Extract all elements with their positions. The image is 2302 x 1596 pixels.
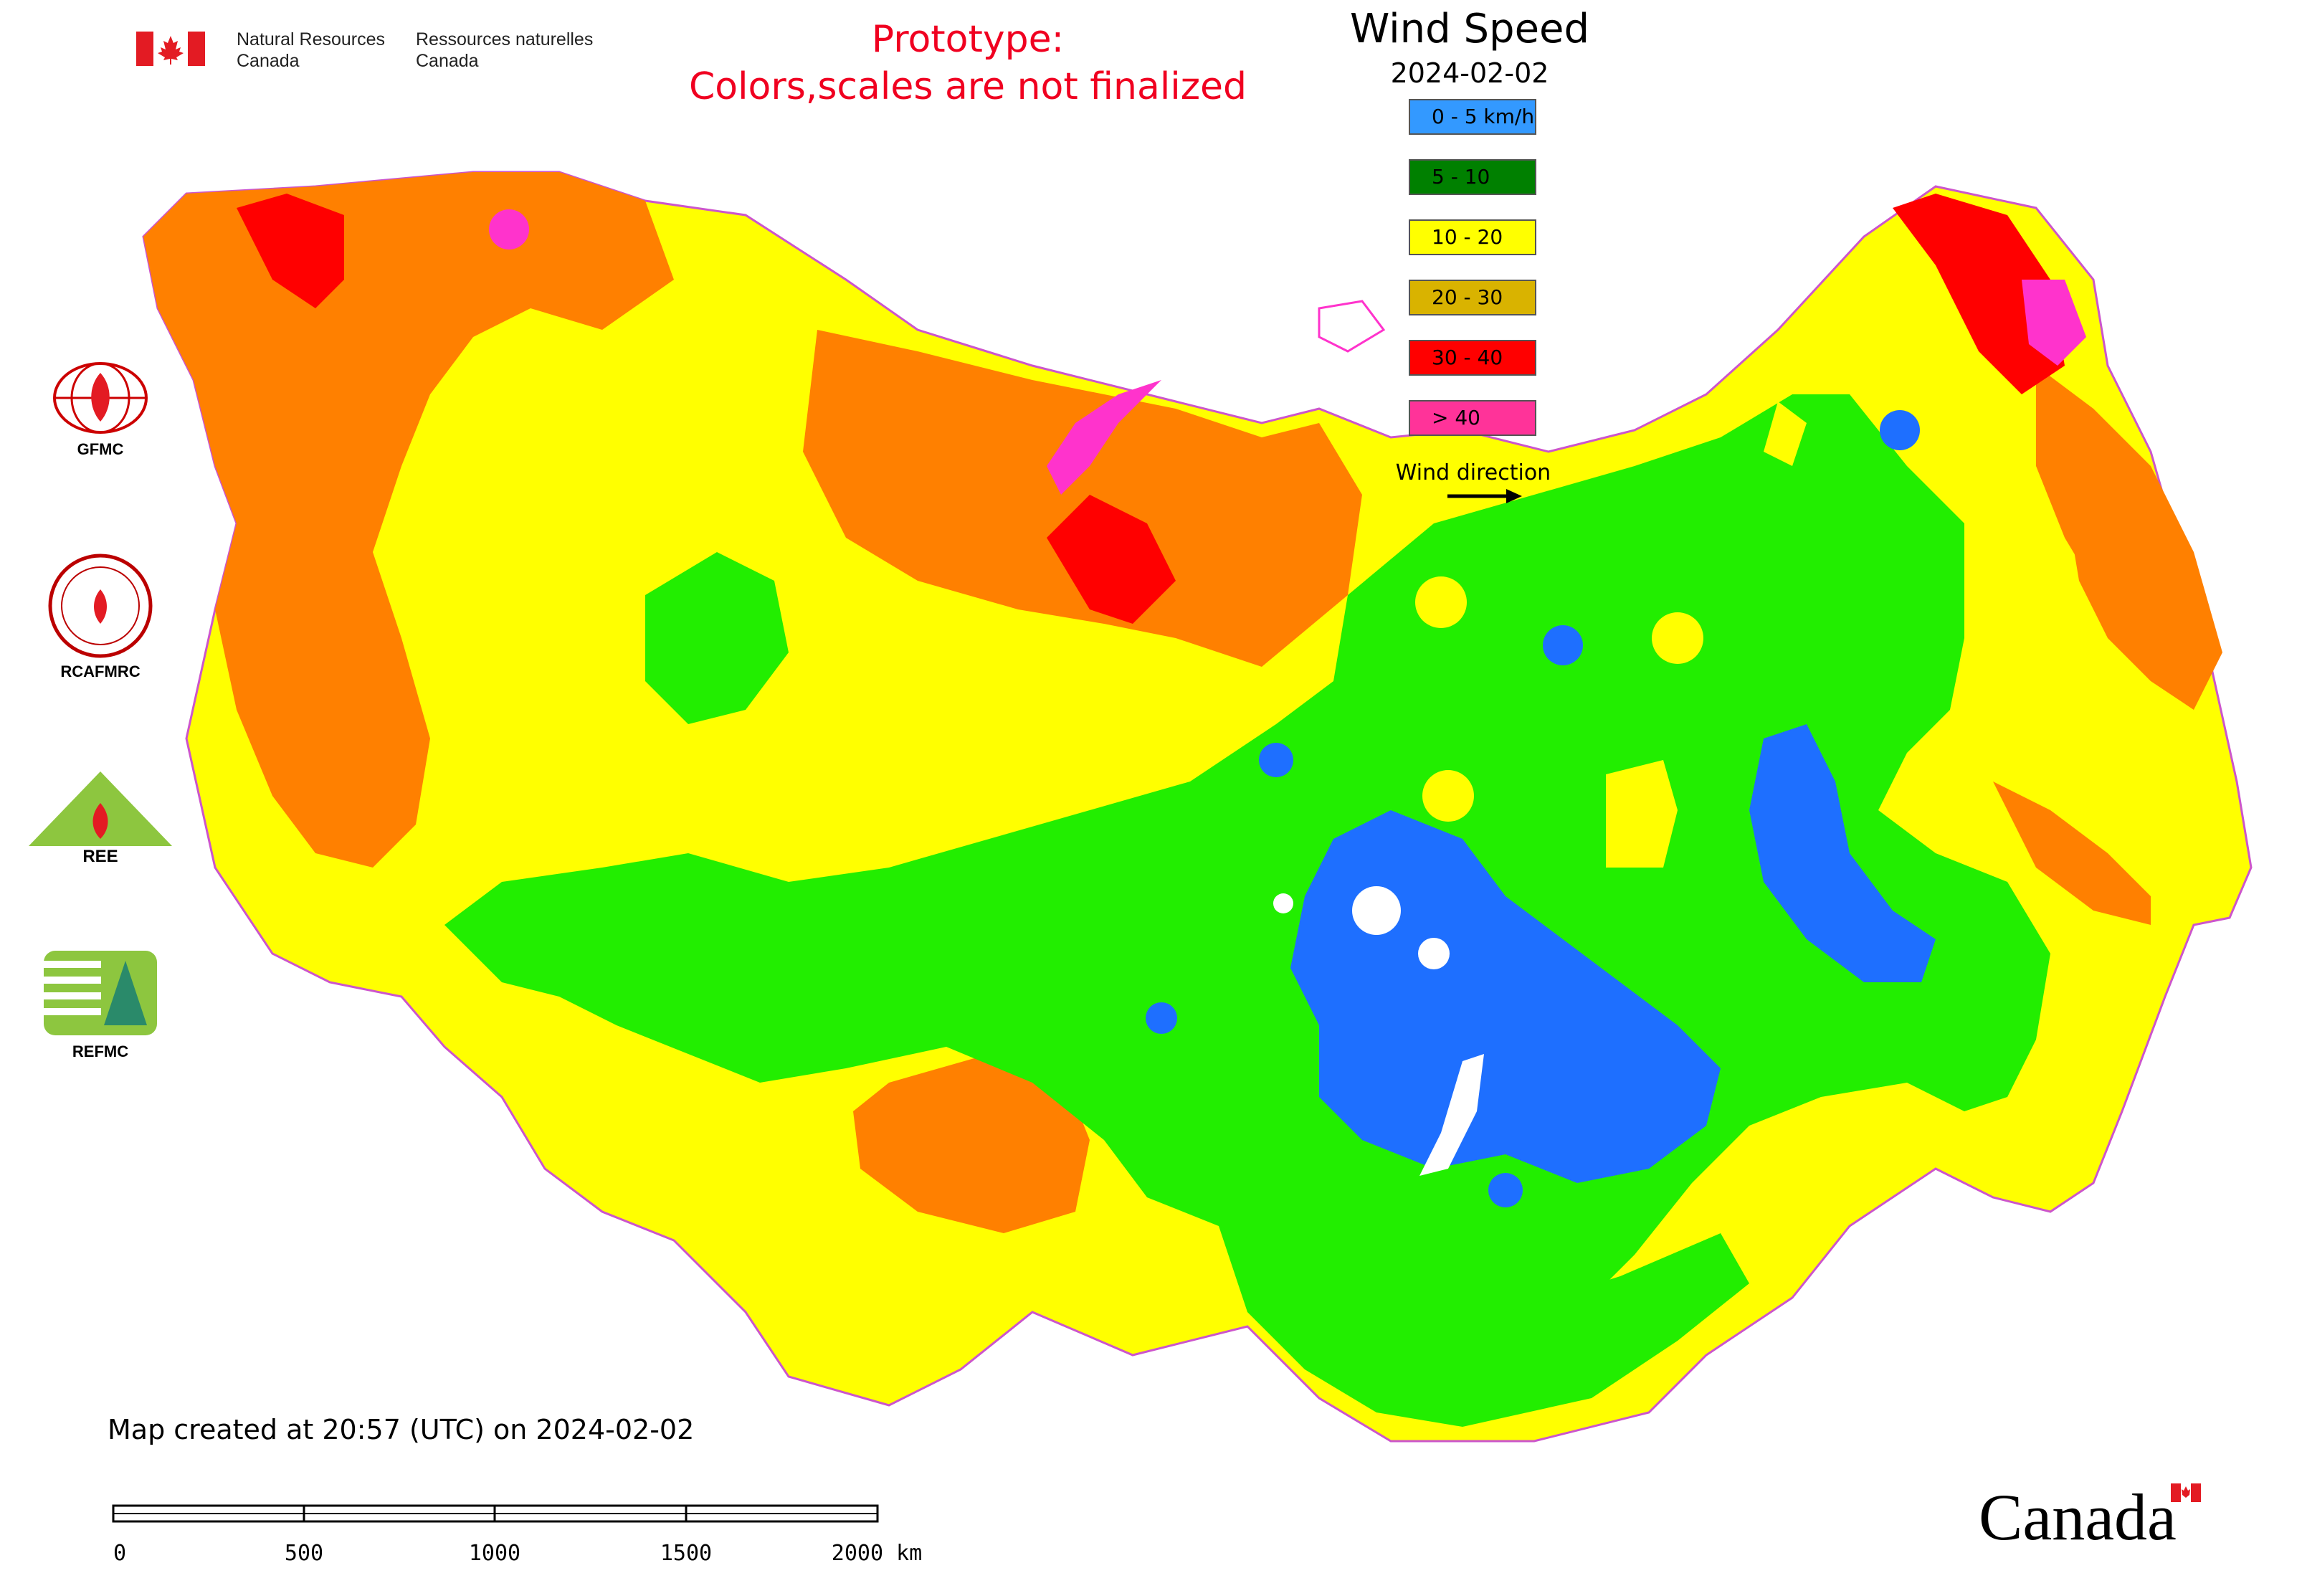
- magenta-chukotka-region: [2022, 280, 2086, 366]
- prototype-line1: Prototype:: [871, 18, 1065, 61]
- scale-label: 1000: [469, 1541, 520, 1566]
- lake: [1418, 938, 1450, 969]
- yellow-patch: [1764, 402, 1807, 466]
- center-gfmc: GFMC: [22, 358, 179, 459]
- yellow-spot: [1422, 770, 1474, 822]
- blue-spot: [1488, 1173, 1523, 1207]
- green-mongolia-region: [1219, 1226, 1749, 1427]
- wind-direction-label: Wind direction: [1395, 460, 1551, 485]
- svg-text:REE: REE: [82, 847, 118, 866]
- scale-label: 2000 km: [832, 1541, 922, 1566]
- rcafmrc-logo-icon: [48, 554, 153, 658]
- center-name: RCAFMRC: [60, 662, 141, 680]
- department-fr-line1: Ressources naturelles: [416, 29, 594, 49]
- novaya-zemlya-island: [1047, 380, 1161, 495]
- kamchatka-peninsula: [2065, 495, 2179, 681]
- center-name: REFMC: [72, 1042, 129, 1060]
- orange-west-region: [143, 172, 674, 868]
- center-refmc: REFMC: [22, 946, 179, 1061]
- blue-east-region: [1749, 724, 1936, 982]
- lake-baikal: [1419, 1054, 1484, 1176]
- yellow-patch: [1606, 760, 1678, 868]
- red-chukotka-region: [1893, 194, 2065, 394]
- red-northwest-region: [237, 194, 344, 308]
- scale-label: 1500: [660, 1541, 712, 1566]
- scale-label: 0: [113, 1541, 126, 1566]
- green-west-siberia-region: [645, 552, 789, 724]
- wind-speed-map: [142, 171, 2253, 1443]
- department-en-line1: Natural Resources: [237, 29, 386, 49]
- gfmc-logo-icon: [53, 362, 148, 434]
- refmc-logo-icon: [44, 951, 157, 1035]
- prototype-line2: Colors,scales are not finalized: [688, 65, 1247, 108]
- blue-spot: [1543, 625, 1583, 665]
- legend-item: 0 - 5 km/h: [1409, 99, 1536, 135]
- arctic-islands: [1318, 300, 1386, 353]
- center-reefmc: REE: [22, 767, 179, 870]
- magenta-kola-spot: [489, 209, 529, 250]
- legend-item: 20 - 30: [1409, 280, 1536, 315]
- canada-wordmark-text: Canada: [1979, 1481, 2177, 1554]
- center-rcafmrc: RCAFMRC: [22, 552, 179, 681]
- canada-wordmark-icon: Canada: [1979, 1481, 2201, 1554]
- department-fr-line2: Canada: [416, 51, 479, 71]
- center-name: GFMC: [77, 440, 124, 458]
- government-header: Natural Resources Canada Ressources natu…: [136, 29, 638, 79]
- scale-bar: 0 500 1000 1500 2000 km: [112, 1504, 922, 1566]
- orange-north-region: [803, 330, 1362, 667]
- orange-south-region: [853, 1054, 1090, 1233]
- blue-spot: [1880, 410, 1920, 450]
- blue-spot: [1259, 743, 1293, 777]
- legend-title: Wind Speed: [1349, 6, 1590, 52]
- legend-item: > 40: [1409, 400, 1536, 436]
- blue-spot: [1146, 1002, 1177, 1034]
- red-yamal-region: [1047, 495, 1176, 624]
- lake: [1273, 893, 1293, 913]
- prototype-notice: Prototype: Colors,scales are not finaliz…: [645, 16, 1290, 110]
- reefmc-logo-icon: REE: [29, 771, 172, 866]
- department-en-line2: Canada: [237, 51, 300, 71]
- orange-sakhalin-region: [1993, 782, 2151, 925]
- legend-item: 10 - 20: [1409, 219, 1536, 255]
- lake: [1352, 886, 1401, 935]
- legend-item: 5 - 10: [1409, 159, 1536, 195]
- wind-direction-arrow-icon: [1447, 489, 1522, 503]
- legend-item: 30 - 40: [1409, 340, 1536, 376]
- scale-label: 500: [285, 1541, 323, 1566]
- yellow-spot: [1415, 576, 1467, 628]
- map-created-timestamp: Map created at 20:57 (UTC) on 2024-02-02: [108, 1414, 695, 1445]
- canada-flag-icon: [136, 32, 205, 66]
- legend-date: 2024-02-02: [1390, 57, 1549, 89]
- yellow-spot: [1652, 612, 1703, 664]
